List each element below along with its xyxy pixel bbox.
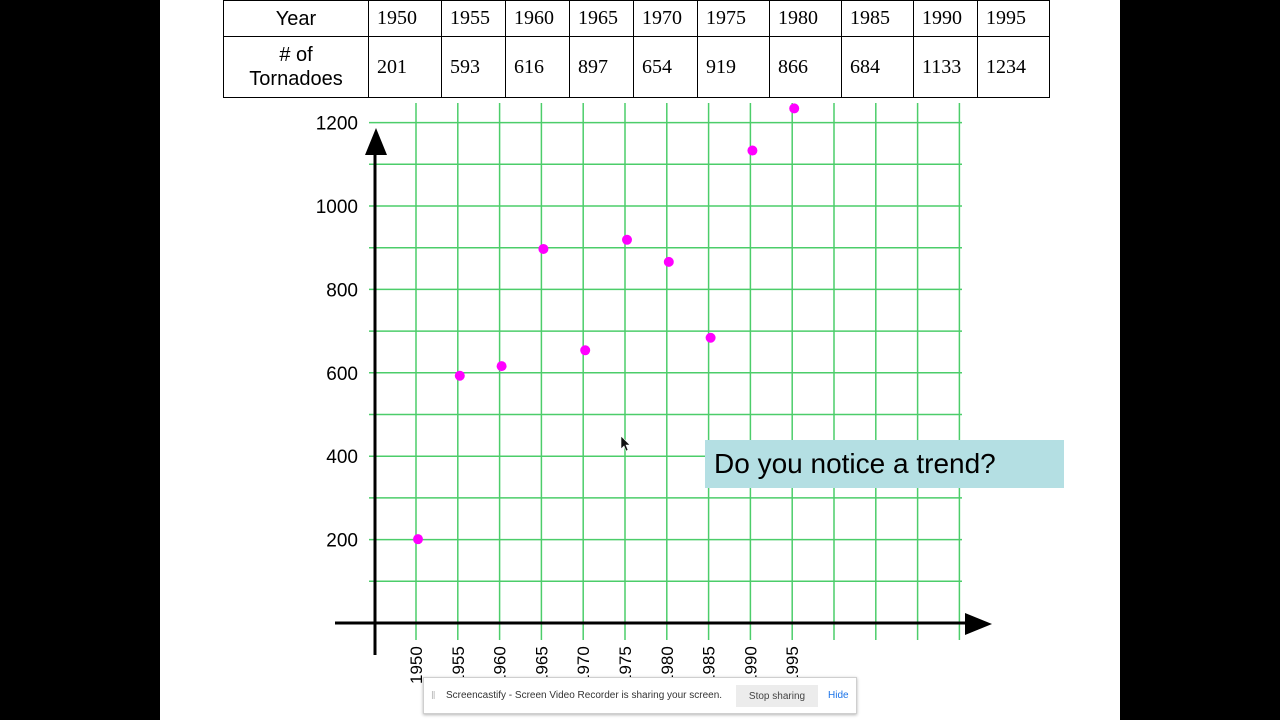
data-point (496, 361, 507, 372)
x-tick-label: 1955 (449, 646, 468, 684)
count-header-line1: # of (279, 44, 313, 66)
year-row: Year 1950 1955 1960 1965 1970 1975 1980 … (223, 0, 1050, 37)
x-tick-label: 1990 (741, 646, 760, 684)
count-cell: 593 (441, 36, 506, 98)
data-point (454, 370, 465, 381)
year-cell: 1990 (913, 0, 978, 37)
year-cell: 1950 (368, 0, 442, 37)
x-tick-label: 1950 (407, 646, 426, 684)
count-cell: 616 (505, 36, 570, 98)
x-tick-label: 1965 (532, 646, 551, 684)
count-cell: 654 (633, 36, 698, 98)
count-cell: 897 (569, 36, 634, 98)
x-tick-label: 1970 (574, 646, 593, 684)
x-tick-label: 1985 (700, 646, 719, 684)
y-tick-label: 400 (326, 447, 358, 468)
data-point (538, 243, 549, 254)
count-header: # of Tornadoes (223, 36, 369, 98)
year-cell: 1975 (697, 0, 770, 37)
chart-grid (369, 103, 962, 640)
x-tick-label: 1980 (658, 646, 677, 684)
x-axis-arrow (965, 613, 992, 635)
year-cell: 1970 (633, 0, 698, 37)
y-axis-arrow (365, 128, 387, 155)
count-cell: 201 (368, 36, 442, 98)
hide-button[interactable]: Hide (828, 690, 849, 701)
drag-handle-icon[interactable]: ‖ (431, 690, 436, 702)
x-tick-label: 1960 (491, 646, 510, 684)
screen-share-bar: ‖ Screencastify - Screen Video Recorder … (423, 677, 857, 714)
year-cell: 1985 (841, 0, 914, 37)
y-tick-label: 1000 (316, 197, 358, 218)
count-cell: 866 (769, 36, 842, 98)
count-cell: 919 (697, 36, 770, 98)
count-row: # of Tornadoes 201 593 616 897 654 919 86… (223, 36, 1050, 98)
data-point (747, 145, 758, 156)
trend-callout: Do you notice a trend? (705, 440, 1064, 488)
year-header: Year (223, 0, 369, 37)
x-tick-label: 1975 (616, 646, 635, 684)
year-cell: 1965 (569, 0, 634, 37)
y-tick-label: 1200 (316, 114, 358, 135)
cursor-icon (620, 435, 631, 452)
y-tick-label: 200 (326, 531, 358, 552)
count-cell: 1234 (977, 36, 1050, 98)
data-point (580, 345, 591, 356)
share-message: Screencastify - Screen Video Recorder is… (446, 690, 723, 701)
year-cell: 1995 (977, 0, 1050, 37)
data-point (705, 332, 716, 343)
chart-points (413, 103, 800, 545)
count-header-line2: Tornadoes (249, 68, 343, 90)
stop-sharing-button[interactable]: Stop sharing (736, 685, 818, 707)
data-point (663, 256, 674, 267)
chart-tick-labels: 200 400 600 800 1000 1200 1950 1955 1960 1965 1970… (316, 114, 802, 684)
data-point (789, 103, 800, 114)
year-cell: 1955 (441, 0, 506, 37)
chart-axes (335, 128, 992, 655)
data-table: Year 1950 1955 1960 1965 1970 1975 1980 … (223, 0, 1050, 98)
y-tick-label: 600 (326, 364, 358, 385)
y-tick-label: 800 (326, 280, 358, 301)
data-point (413, 534, 423, 545)
data-point (622, 234, 632, 245)
count-cell: 1133 (913, 36, 978, 98)
x-tick-label: 1995 (783, 646, 802, 684)
